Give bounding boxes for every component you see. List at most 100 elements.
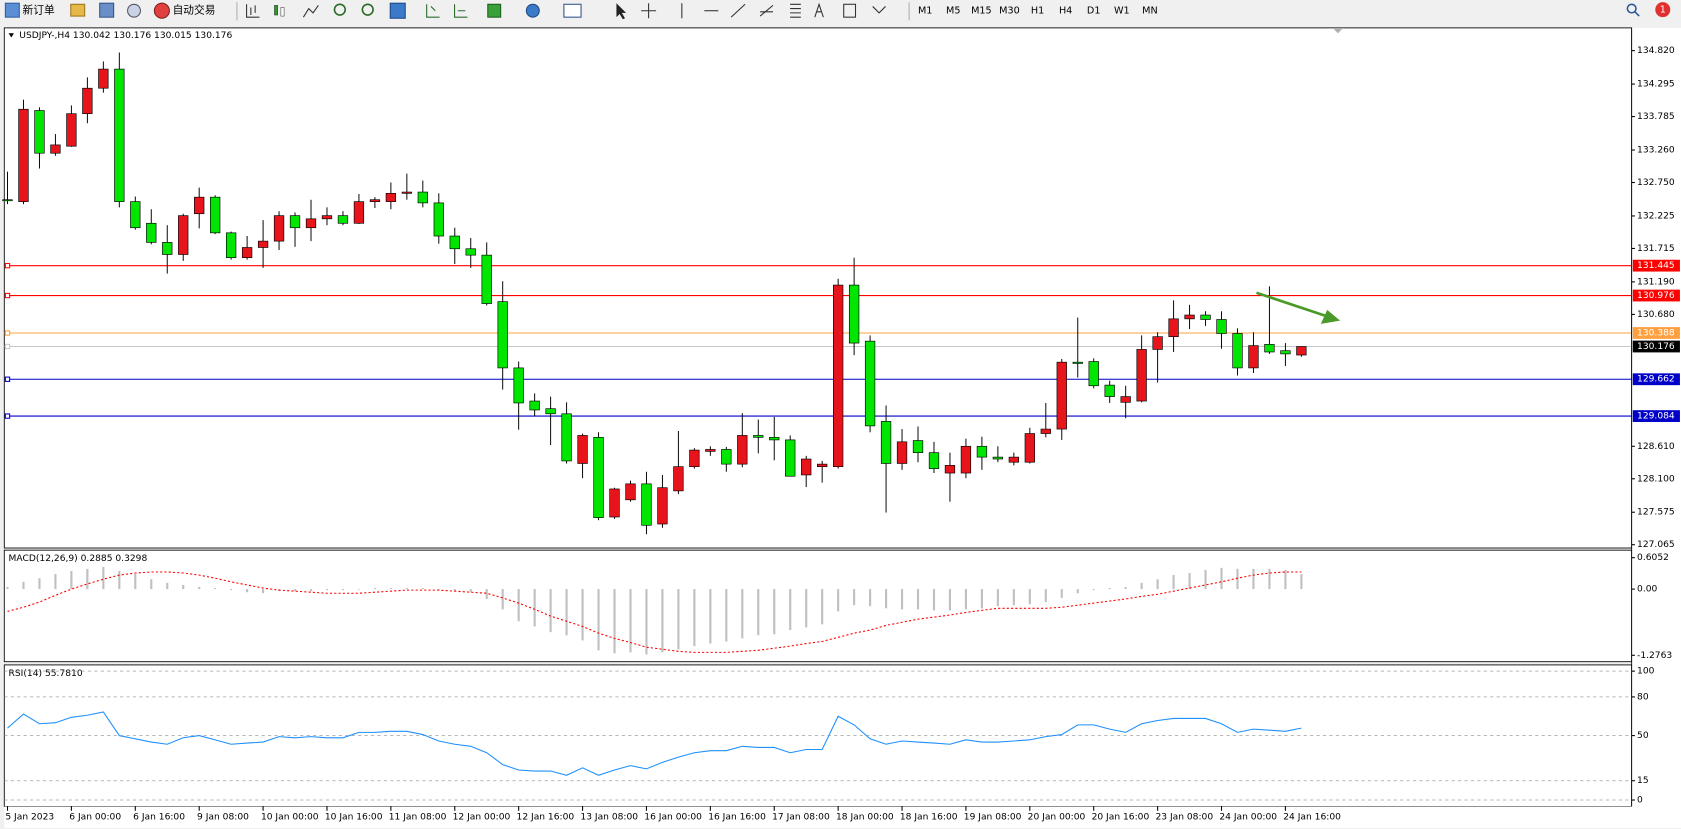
candle-body xyxy=(114,68,125,202)
main-header: USDJPY-,H4 130.042 130.176 130.015 130.1… xyxy=(19,31,232,41)
candle-body xyxy=(737,435,748,465)
y-tick-label: 132.750 xyxy=(1637,178,1675,188)
tile-icon[interactable] xyxy=(389,2,406,19)
macd-bar xyxy=(597,589,600,651)
candle-body xyxy=(1056,361,1067,430)
candle-body xyxy=(497,301,508,369)
macd-bar xyxy=(134,574,137,590)
zoom-out-icon[interactable] xyxy=(361,3,374,16)
candle-body xyxy=(673,466,684,492)
toolbar-icon[interactable] xyxy=(99,2,115,18)
candle-body xyxy=(178,215,189,255)
timeframe-button[interactable]: M15 xyxy=(971,6,992,17)
new-order-button[interactable]: 新订单 xyxy=(23,4,55,17)
templates-icon[interactable] xyxy=(563,3,582,18)
x-tick-label: 12 Jan 16:00 xyxy=(517,813,575,823)
toolbar-icon[interactable] xyxy=(454,4,468,18)
macd-bar xyxy=(1060,589,1063,598)
indicators-icon[interactable] xyxy=(487,3,502,18)
timeframe-button[interactable]: H1 xyxy=(1031,6,1044,17)
macd-bar xyxy=(980,589,983,609)
macd-bar xyxy=(421,588,424,590)
macd-bar xyxy=(1204,569,1207,590)
candle-body xyxy=(880,421,892,464)
auto-trading-button[interactable]: 自动交易 xyxy=(173,4,216,17)
toolbar-icon[interactable] xyxy=(127,3,141,18)
y-tick-label: 128.100 xyxy=(1637,474,1675,484)
timeframe-button[interactable]: MN xyxy=(1142,6,1158,17)
line-chart-icon[interactable] xyxy=(302,5,319,18)
macd-bar xyxy=(1236,568,1239,590)
y-tick-label: 134.820 xyxy=(1637,46,1675,56)
candle-body xyxy=(545,408,556,415)
macd-bar xyxy=(677,589,680,650)
symbol-menu[interactable] xyxy=(8,33,14,38)
fibo-icon[interactable] xyxy=(790,3,801,18)
toolbar-bg xyxy=(0,0,1681,23)
bar-chart-icon[interactable] xyxy=(246,4,260,18)
text-icon[interactable] xyxy=(814,2,824,18)
y-tick-label: 128.610 xyxy=(1637,442,1675,452)
macd-bar xyxy=(501,589,504,610)
macd-bar xyxy=(341,589,345,591)
candle-icon[interactable] xyxy=(274,5,278,16)
candle-icon[interactable] xyxy=(280,7,285,17)
cursor-icon[interactable] xyxy=(616,3,627,20)
crosshair-icon[interactable] xyxy=(641,3,657,19)
macd-bar xyxy=(230,589,233,591)
macd-bar xyxy=(1156,579,1159,590)
macd-bar xyxy=(469,589,472,593)
candle-body xyxy=(257,240,269,248)
y-tick-label: 0.6052 xyxy=(1637,553,1669,563)
candle-body xyxy=(1264,344,1275,353)
candle-body xyxy=(817,463,828,467)
level-handle xyxy=(4,343,11,350)
macd-bar xyxy=(869,589,872,607)
macd-bar xyxy=(405,588,408,590)
macd-bar xyxy=(22,581,25,590)
candle-body xyxy=(98,68,109,89)
timeframe-button[interactable]: M5 xyxy=(946,6,960,17)
x-tick-label: 16 Jan 00:00 xyxy=(644,813,702,823)
timeframe-button[interactable]: M30 xyxy=(999,6,1020,17)
notification-badge[interactable] xyxy=(1655,2,1671,18)
toolbar-icon[interactable] xyxy=(70,3,86,17)
candle-body xyxy=(305,218,317,229)
candle-body xyxy=(162,242,173,255)
y-tick-label: 100 xyxy=(1637,667,1655,677)
arrows-icon[interactable] xyxy=(872,6,886,14)
trendline-icon[interactable] xyxy=(730,3,746,18)
macd-bar xyxy=(757,589,760,636)
level-label-bg xyxy=(1632,289,1680,302)
macd-bar xyxy=(54,574,57,590)
timeframe-button[interactable]: H4 xyxy=(1059,6,1072,17)
timeframe-button[interactable]: W1 xyxy=(1114,6,1130,17)
zoom-in-icon[interactable] xyxy=(333,3,347,16)
timeframe-button[interactable]: M1 xyxy=(918,6,932,17)
candle-body xyxy=(273,215,285,242)
channel-icon[interactable] xyxy=(759,4,774,17)
y-tick-label: 133.260 xyxy=(1637,146,1675,156)
periods-icon[interactable] xyxy=(525,3,540,18)
x-tick-label: 9 Jan 08:00 xyxy=(197,813,249,823)
macd-bar xyxy=(996,589,999,607)
x-tick-label: 10 Jan 00:00 xyxy=(261,813,319,823)
level-label: 130.976 xyxy=(1637,291,1675,301)
main-panel xyxy=(3,27,1633,549)
timeframe-button[interactable]: D1 xyxy=(1087,6,1101,17)
plot: 134.820 134.295 133.785 133.260 132.750 132.2… xyxy=(2,27,1680,823)
macd-bar xyxy=(916,589,920,610)
new-order-icon[interactable] xyxy=(4,2,20,18)
label-icon[interactable] xyxy=(843,3,857,18)
candle-body xyxy=(130,201,141,229)
candle-body xyxy=(1216,319,1227,334)
macd-bar xyxy=(1220,567,1223,590)
macd-bar xyxy=(118,570,121,590)
candle-body xyxy=(577,435,588,464)
y-tick-label: 0.00 xyxy=(1637,585,1657,595)
search-icon[interactable] xyxy=(1626,3,1637,14)
candle-body xyxy=(609,488,620,518)
level-label-bg xyxy=(1632,327,1680,339)
auto-trading-icon[interactable] xyxy=(153,2,170,19)
toolbar-icon[interactable] xyxy=(426,4,440,18)
